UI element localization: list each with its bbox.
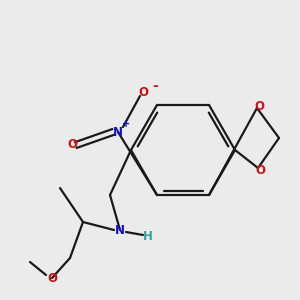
- Text: H: H: [143, 230, 153, 244]
- Text: +: +: [122, 119, 130, 129]
- Text: -: -: [152, 79, 158, 93]
- Text: O: O: [255, 164, 265, 176]
- Text: N: N: [113, 125, 123, 139]
- Text: O: O: [138, 86, 148, 100]
- Text: O: O: [67, 139, 77, 152]
- Text: N: N: [115, 224, 125, 236]
- Text: O: O: [47, 272, 57, 284]
- Text: O: O: [254, 100, 264, 112]
